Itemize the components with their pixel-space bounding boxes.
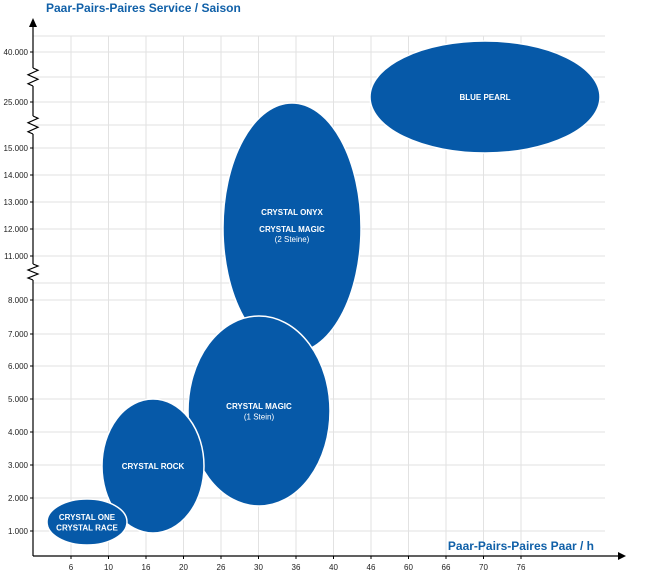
region-crystal-rock: CRYSTAL ROCK bbox=[101, 398, 205, 534]
region-blue-pearl: BLUE PEARL bbox=[369, 40, 601, 154]
x-tick-label: 36 bbox=[292, 563, 301, 572]
x-tick-label: 46 bbox=[367, 563, 376, 572]
y-tick-label: 3.000 bbox=[8, 461, 29, 470]
region-label: (2 Steine) bbox=[275, 235, 310, 244]
x-tick-label: 60 bbox=[404, 563, 413, 572]
y-tick-label: 13.000 bbox=[4, 198, 29, 207]
x-tick-label: 16 bbox=[142, 563, 151, 572]
region-label: CRYSTAL RACE bbox=[56, 523, 118, 532]
region-label: CRYSTAL ROCK bbox=[122, 462, 185, 471]
y-tick-label: 4.000 bbox=[8, 428, 29, 437]
x-tick-label: 70 bbox=[479, 563, 488, 572]
y-tick-label: 40.000 bbox=[4, 48, 29, 57]
y-axis-break bbox=[26, 67, 40, 87]
region-label: CRYSTAL ONE bbox=[59, 513, 116, 522]
region-crystal-magic-1: CRYSTAL MAGIC(1 Stein) bbox=[187, 315, 331, 507]
x-tick-label: 20 bbox=[179, 563, 188, 572]
y-axis-break bbox=[26, 263, 40, 281]
x-tick-label: 76 bbox=[517, 563, 526, 572]
region-label: BLUE PEARL bbox=[459, 93, 510, 102]
y-tick-label: 2.000 bbox=[8, 494, 29, 503]
region-ellipse-blue-pearl bbox=[369, 40, 601, 154]
y-tick-label: 8.000 bbox=[8, 296, 29, 305]
y-tick-label: 5.000 bbox=[8, 395, 29, 404]
region-ellipse-crystal-rock bbox=[101, 398, 205, 534]
y-tick-label: 12.000 bbox=[4, 225, 29, 234]
y-tick-label: 25.000 bbox=[4, 98, 29, 107]
region-label: CRYSTAL ONYX bbox=[261, 208, 323, 217]
x-tick-label: 10 bbox=[104, 563, 113, 572]
x-axis-arrow bbox=[618, 552, 626, 560]
x-tick-label: 26 bbox=[217, 563, 226, 572]
y-axis-arrow bbox=[29, 18, 37, 27]
region-ellipse-crystal-one-race bbox=[46, 498, 128, 546]
region-ellipse-crystal-magic-1 bbox=[187, 315, 331, 507]
axes bbox=[26, 18, 626, 560]
y-tick-label: 15.000 bbox=[4, 144, 29, 153]
y-tick-label: 7.000 bbox=[8, 330, 29, 339]
x-tick-label: 30 bbox=[254, 563, 263, 572]
y-axis-title: Paar-Pairs-Paires Service / Saison bbox=[46, 1, 241, 15]
region-label: CRYSTAL MAGIC bbox=[226, 402, 292, 411]
y-tick-label: 6.000 bbox=[8, 362, 29, 371]
x-axis-title: Paar-Pairs-Paires Paar / h bbox=[448, 539, 594, 553]
y-tick-labels: 1.000 2.000 3.000 4.000 5.000 6.000 7.000 8.000… bbox=[4, 48, 33, 536]
region-label: (1 Stein) bbox=[244, 412, 275, 421]
region-label: CRYSTAL MAGIC bbox=[259, 225, 325, 234]
y-axis-break bbox=[26, 115, 40, 135]
x-tick-label: 66 bbox=[442, 563, 451, 572]
y-tick-label: 1.000 bbox=[8, 527, 29, 536]
y-tick-label: 11.000 bbox=[4, 252, 28, 261]
x-tick-label: 40 bbox=[329, 563, 338, 572]
region-crystal-onyx-magic-2: CRYSTAL ONYX CRYSTAL MAGIC(2 Steine) bbox=[222, 102, 362, 354]
x-tick-label: 6 bbox=[69, 563, 74, 572]
y-tick-label: 14.000 bbox=[4, 171, 29, 180]
x-tick-labels: 6 10 16 20 26 30 36 40 46 60 66 70 76 bbox=[69, 556, 526, 572]
